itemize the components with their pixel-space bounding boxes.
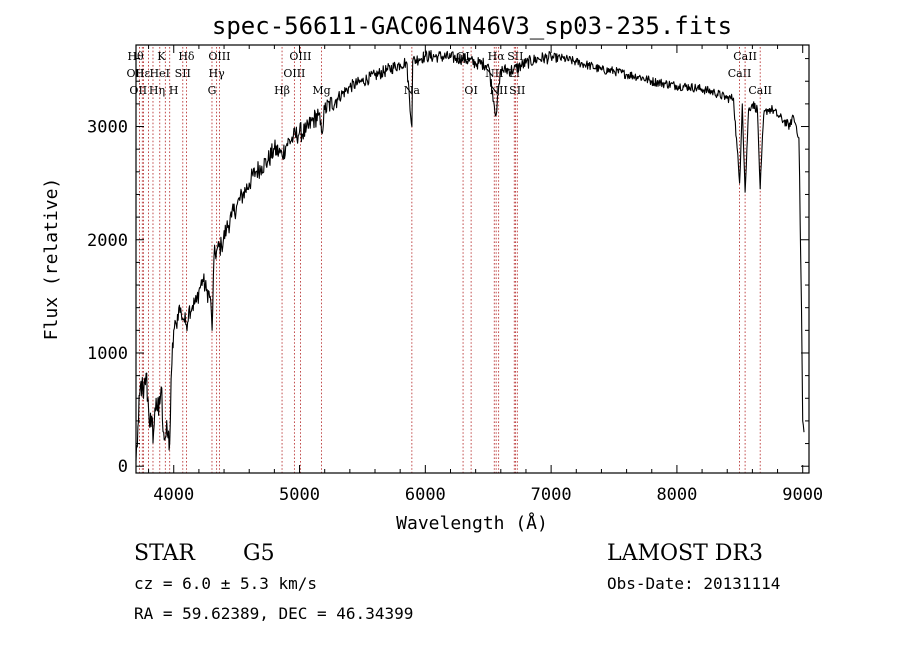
object-subclass: G5 <box>243 541 275 566</box>
marker-label-12: OIII <box>208 50 230 63</box>
redshift-cz: cz = 6.0 ± 5.3 km/s <box>134 574 317 593</box>
marker-label-14: OIII <box>283 67 305 80</box>
y-axis-title: Flux (relative) <box>41 178 62 341</box>
x-tick-label-0: 4000 <box>153 485 194 505</box>
marker-label-13: Hβ <box>274 84 290 97</box>
marker-label-8: SII <box>175 67 191 80</box>
marker-label-28: CaII <box>748 84 772 97</box>
marker-label-5: HeI <box>150 67 170 80</box>
plot-frame <box>135 44 810 474</box>
marker-label-26: CaII <box>728 67 752 80</box>
chart-title: spec-56611-GAC061N46V3_sp03-235.fits <box>212 12 732 40</box>
marker-label-1: OII <box>129 84 147 97</box>
flux-line <box>135 50 805 461</box>
x-tick-label-3: 7000 <box>531 485 572 505</box>
x-tick-label-5: 9000 <box>782 485 823 505</box>
x-tick-label-2: 6000 <box>405 485 446 505</box>
marker-label-6: K <box>157 50 166 63</box>
marker-label-25: SII <box>509 84 525 97</box>
marker-label-4: Hη <box>149 84 165 97</box>
marker-label-10: G <box>208 84 217 97</box>
marker-label-16: Mg <box>312 84 330 97</box>
y-tick-label-2: 2000 <box>87 231 128 251</box>
marker-label-27: CaII <box>733 50 757 63</box>
marker-label-7: H <box>169 84 179 97</box>
marker-label-23: Li <box>509 67 520 80</box>
marker-label-24: SII <box>507 50 523 63</box>
marker-label-19: OI <box>464 84 477 97</box>
x-tick-label-4: 8000 <box>656 485 697 505</box>
marker-label-9: Hδ <box>178 50 195 63</box>
observation-date: Obs-Date: 20131114 <box>607 574 780 593</box>
marker-label-3: Hε <box>135 67 151 80</box>
emission-line-markers: OIIOIIHθHεHηHeIKHSIIHδGHγOIIIHβOIIIOIIIM… <box>127 47 772 473</box>
x-axis-title: Wavelength (Å) <box>396 512 548 534</box>
marker-label-21: Hα <box>488 50 506 63</box>
axis-ticks: 4000 5000 6000 7000 8000 9000 0 1000 2000 3000 <box>87 45 823 505</box>
survey-name: LAMOST DR3 <box>607 541 763 566</box>
marker-label-15: OIII <box>289 50 311 63</box>
sky-coordinates: RA = 59.62389, DEC = 46.34399 <box>134 604 413 623</box>
marker-label-11: Hγ <box>209 67 226 80</box>
x-tick-label-1: 5000 <box>279 485 320 505</box>
y-tick-label-3: 3000 <box>87 118 128 138</box>
flux-series <box>135 50 805 461</box>
marker-label-0: OII <box>127 67 145 80</box>
object-class: STAR <box>134 541 196 566</box>
y-tick-label-1: 1000 <box>87 344 128 364</box>
y-tick-label-0: 0 <box>118 457 128 477</box>
